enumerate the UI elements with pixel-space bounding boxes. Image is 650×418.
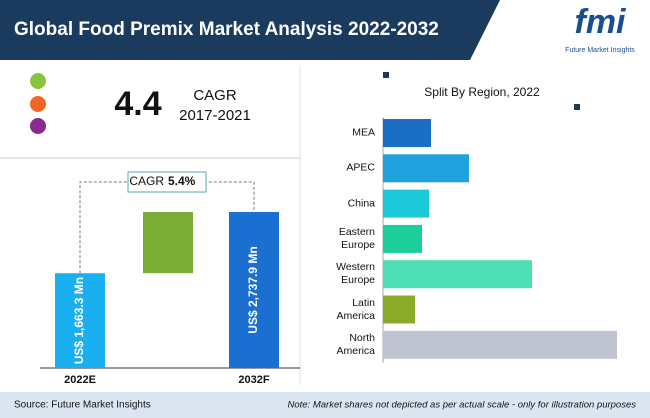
footer-band	[0, 392, 650, 418]
category-label: Western Europe	[336, 261, 375, 287]
logo: fmi	[575, 3, 628, 41]
x-tick-label: 2022E	[64, 374, 96, 386]
bar	[383, 295, 415, 324]
cagr-annotation-value: 5.4%	[168, 174, 196, 188]
bar	[383, 154, 469, 183]
cagr-value: 4.4	[114, 85, 161, 123]
logo-sub: Future Market Insights	[565, 47, 635, 54]
category-label: North America	[336, 331, 375, 357]
bar	[383, 189, 429, 218]
cagr-label: CAGR	[193, 87, 237, 104]
value-label: US$ 2,737.9 Mn	[246, 246, 260, 333]
bar	[383, 260, 532, 289]
cagr-period: 2017-2021	[179, 107, 251, 124]
category-label: APEC	[346, 161, 375, 174]
category-label: Eastern Europe	[338, 225, 375, 251]
decor	[383, 72, 389, 78]
header-band	[0, 0, 500, 60]
bar	[383, 119, 431, 147]
chart-title: Split By Region, 2022	[424, 85, 540, 99]
cagr-annotation: CAGR	[129, 174, 164, 188]
dot	[30, 73, 46, 89]
bar	[383, 330, 617, 359]
connector	[79, 181, 255, 274]
cagr-box	[127, 171, 207, 193]
value-label: US$ 1,663.3 Mn	[72, 277, 86, 364]
title: Global Food Premix Market Analysis 2022-…	[14, 19, 439, 40]
x-tick-label: 2032F	[238, 374, 269, 386]
category-label: Latin America	[336, 296, 375, 322]
category-label: China	[347, 197, 375, 210]
bar	[383, 224, 422, 253]
dot	[30, 118, 46, 134]
dot	[30, 96, 46, 112]
bar	[55, 273, 105, 368]
decor	[574, 104, 580, 110]
note: Note: Market shares not depicted as per …	[287, 400, 636, 411]
source: Source: Future Market Insights	[14, 400, 151, 411]
category-label: MEA	[352, 126, 375, 139]
growth-box	[143, 212, 193, 274]
bar	[229, 212, 279, 368]
